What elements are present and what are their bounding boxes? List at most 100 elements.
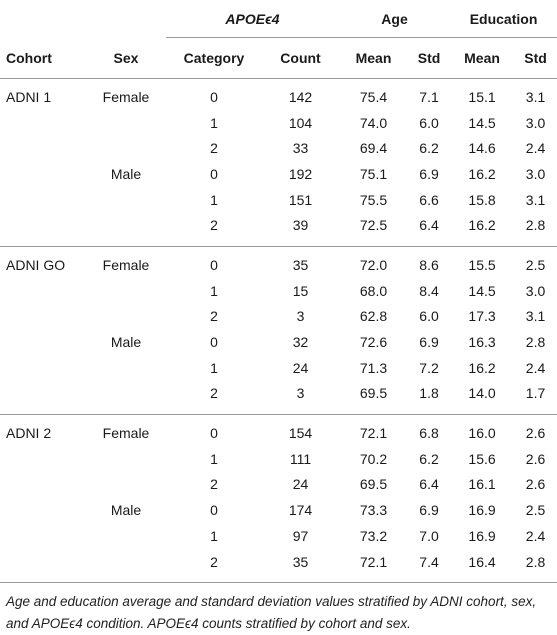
cell-count: 104 bbox=[288, 114, 313, 131]
table-caption: Age and education average and standard d… bbox=[0, 582, 557, 635]
cell-cohort bbox=[0, 212, 86, 238]
cell-count: 35 bbox=[292, 256, 309, 273]
cell-edu-mean: 14.6 bbox=[468, 140, 496, 157]
cell-age-mean: 68.0 bbox=[359, 282, 388, 299]
header-row-columns: Cohort Sex Category Count Mean Std Mean … bbox=[0, 37, 557, 79]
cell-age-std: 6.2 bbox=[419, 450, 439, 467]
cell-edu-std: 2.5 bbox=[525, 502, 546, 519]
cell-sex bbox=[86, 110, 166, 136]
cell-count: 142 bbox=[288, 88, 313, 105]
cell-edu-std: 2.4 bbox=[525, 359, 546, 376]
cell-edu-std: 3.1 bbox=[525, 191, 546, 208]
table-row: 2 24 69.5 6.4 16.1 2.6 bbox=[0, 472, 557, 498]
cell-category: 0 bbox=[210, 88, 218, 105]
cell-edu-mean: 16.4 bbox=[468, 553, 496, 570]
cell-cohort bbox=[0, 278, 86, 304]
cell-sex bbox=[86, 355, 166, 381]
cell-age-mean: 74.0 bbox=[359, 114, 388, 131]
cell-category: 1 bbox=[210, 282, 218, 299]
cell-cohort bbox=[0, 497, 86, 523]
cell-sex bbox=[86, 212, 166, 238]
table-row: 1 111 70.2 6.2 15.6 2.6 bbox=[0, 446, 557, 472]
cell-sex bbox=[86, 187, 166, 213]
cell-age-std: 7.4 bbox=[419, 553, 439, 570]
cell-count: 3 bbox=[296, 308, 305, 325]
table-row: 1 151 75.5 6.6 15.8 3.1 bbox=[0, 187, 557, 213]
cell-category: 2 bbox=[210, 308, 218, 325]
cell-edu-mean: 16.3 bbox=[468, 334, 496, 351]
cell-age-std: 6.9 bbox=[419, 502, 439, 519]
cell-count: 111 bbox=[289, 450, 312, 467]
cell-edu-std: 2.8 bbox=[525, 217, 546, 234]
table-row: Male 0 174 73.3 6.9 16.9 2.5 bbox=[0, 497, 557, 523]
cell-category: 0 bbox=[210, 334, 218, 351]
cell-edu-mean: 16.2 bbox=[468, 165, 496, 182]
table-row: 2 39 72.5 6.4 16.2 2.8 bbox=[0, 212, 557, 238]
cell-age-std: 6.9 bbox=[419, 334, 439, 351]
cell-edu-mean: 16.0 bbox=[468, 425, 496, 442]
group-separator bbox=[0, 238, 557, 247]
cell-cohort bbox=[0, 110, 86, 136]
cell-age-std: 6.0 bbox=[419, 308, 439, 325]
cell-category: 2 bbox=[210, 217, 218, 234]
cell-cohort bbox=[0, 355, 86, 381]
cell-age-mean: 71.3 bbox=[359, 359, 388, 376]
cell-edu-std: 2.8 bbox=[525, 334, 546, 351]
cell-sex bbox=[86, 278, 166, 304]
cell-sex: Male bbox=[110, 165, 142, 182]
cell-edu-std: 3.0 bbox=[525, 165, 546, 182]
cell-cohort bbox=[0, 187, 86, 213]
cell-category: 2 bbox=[210, 385, 218, 402]
cell-sex bbox=[86, 549, 166, 575]
cell-edu-std: 2.8 bbox=[525, 553, 546, 570]
cell-cohort bbox=[0, 446, 86, 472]
cell-edu-std: 2.4 bbox=[525, 527, 546, 544]
cell-edu-mean: 15.1 bbox=[468, 88, 496, 105]
cell-count: 192 bbox=[288, 165, 313, 182]
cell-count: 3 bbox=[296, 385, 305, 402]
cell-count: 33 bbox=[292, 140, 309, 157]
cell-cohort bbox=[0, 381, 86, 407]
cell-edu-std: 2.6 bbox=[525, 425, 546, 442]
table-row: Male 0 192 75.1 6.9 16.2 3.0 bbox=[0, 161, 557, 187]
cell-age-mean: 75.1 bbox=[359, 165, 388, 182]
cell-age-mean: 72.0 bbox=[359, 256, 388, 273]
cell-edu-mean: 16.2 bbox=[468, 217, 496, 234]
cell-sex bbox=[86, 472, 166, 498]
cell-sex bbox=[86, 446, 166, 472]
header-age-group: Age bbox=[339, 0, 451, 38]
header-education-group: Education bbox=[450, 0, 557, 38]
cell-cohort bbox=[0, 329, 86, 355]
group-divider bbox=[0, 414, 557, 421]
cell-edu-mean: 17.3 bbox=[468, 308, 496, 325]
cell-count: 24 bbox=[292, 476, 309, 493]
group-separator bbox=[0, 406, 557, 415]
header-category: Category bbox=[166, 37, 262, 79]
table-row: 1 104 74.0 6.0 14.5 3.0 bbox=[0, 110, 557, 136]
cell-edu-std: 2.6 bbox=[525, 476, 546, 493]
cell-category: 0 bbox=[210, 256, 218, 273]
cell-sex: Female bbox=[102, 425, 150, 442]
header-edu-mean: Mean bbox=[450, 37, 515, 79]
cell-age-std: 6.4 bbox=[419, 217, 439, 234]
cell-category: 1 bbox=[210, 527, 218, 544]
cell-age-std: 7.0 bbox=[419, 527, 439, 544]
cell-cohort: ADNI 1 bbox=[6, 88, 52, 105]
table-row: 1 24 71.3 7.2 16.2 2.4 bbox=[0, 355, 557, 381]
cell-cohort: ADNI GO bbox=[6, 256, 66, 273]
cell-sex bbox=[86, 135, 166, 161]
cell-category: 0 bbox=[210, 502, 218, 519]
cell-age-mean: 72.1 bbox=[359, 425, 388, 442]
cell-age-mean: 62.8 bbox=[359, 308, 388, 325]
cell-count: 15 bbox=[292, 282, 309, 299]
cell-age-std: 8.4 bbox=[419, 282, 439, 299]
cell-edu-mean: 16.1 bbox=[468, 476, 496, 493]
cell-age-mean: 73.3 bbox=[359, 502, 388, 519]
cell-edu-std: 3.0 bbox=[525, 282, 546, 299]
cell-edu-std: 2.6 bbox=[525, 450, 546, 467]
table-row: 2 3 62.8 6.0 17.3 3.1 bbox=[0, 304, 557, 330]
cell-cohort bbox=[0, 472, 86, 498]
header-count: Count bbox=[262, 37, 340, 79]
cell-count: 35 bbox=[292, 553, 309, 570]
header-row-groups: APOEϵ4 Age Education bbox=[0, 0, 557, 38]
